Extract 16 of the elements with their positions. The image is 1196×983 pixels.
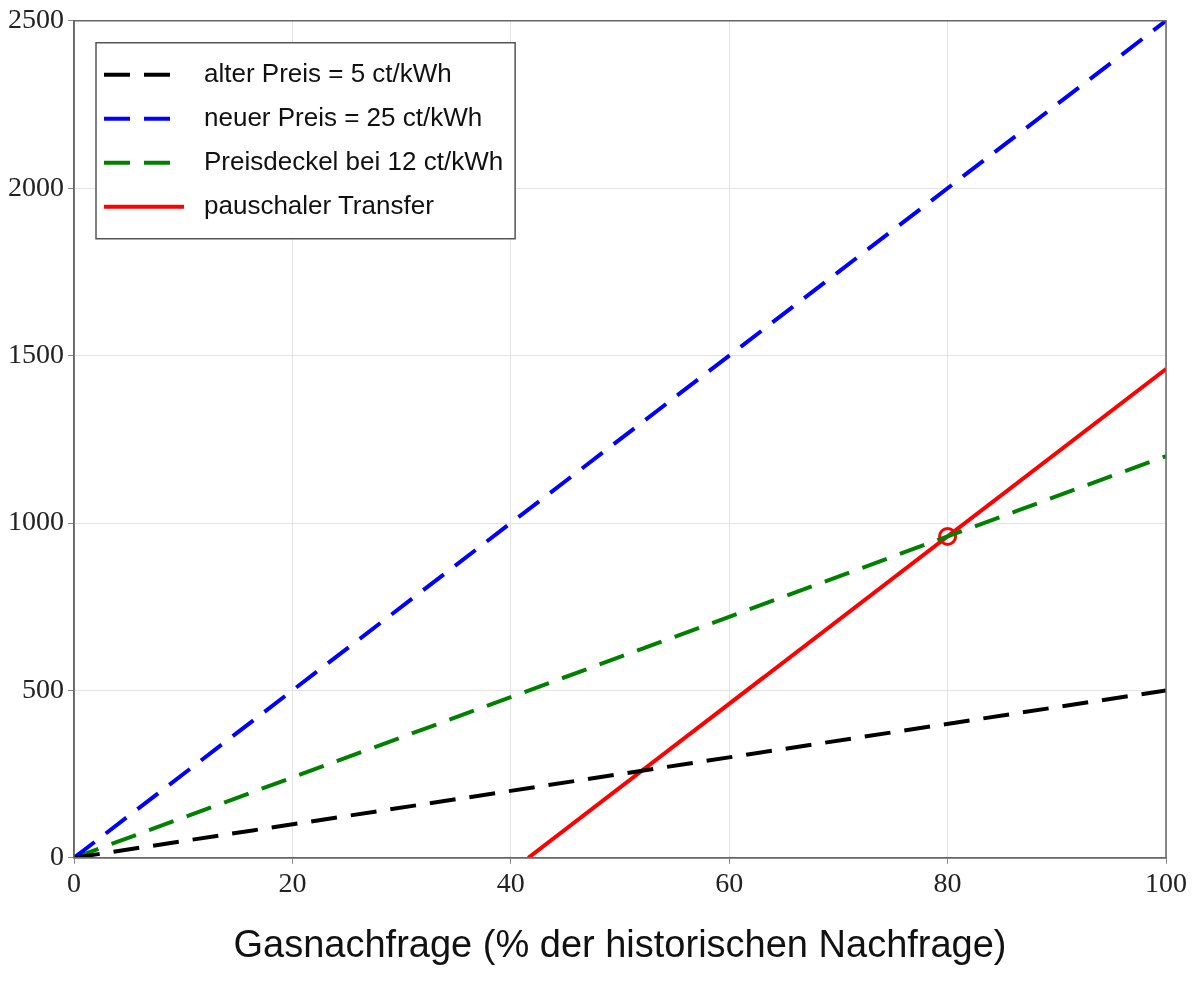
y-tick-label: 1000 — [8, 505, 64, 537]
y-tick-label: 1500 — [8, 337, 64, 369]
x-tick-label: 60 — [715, 866, 744, 898]
legend-label: alter Preis = 5 ct/kWh — [204, 57, 452, 88]
legend-label: pauschaler Transfer — [204, 189, 435, 220]
x-tick-label: 80 — [933, 866, 962, 898]
y-tick-label: 2000 — [8, 170, 64, 202]
y-tick-label: 0 — [50, 840, 64, 872]
y-tick-label: 500 — [22, 672, 64, 704]
x-tick-label: 100 — [1145, 866, 1187, 898]
x-tick-label: 20 — [278, 866, 307, 898]
x-axis-title: Gasnachfrage (% der historischen Nachfrage) — [233, 922, 1007, 965]
y-tick-label: 2500 — [8, 3, 64, 35]
legend-label: Preisdeckel bei 12 ct/kWh — [204, 145, 504, 176]
x-tick-label: 40 — [496, 866, 525, 898]
legend-label: neuer Preis = 25 ct/kWh — [204, 101, 483, 132]
